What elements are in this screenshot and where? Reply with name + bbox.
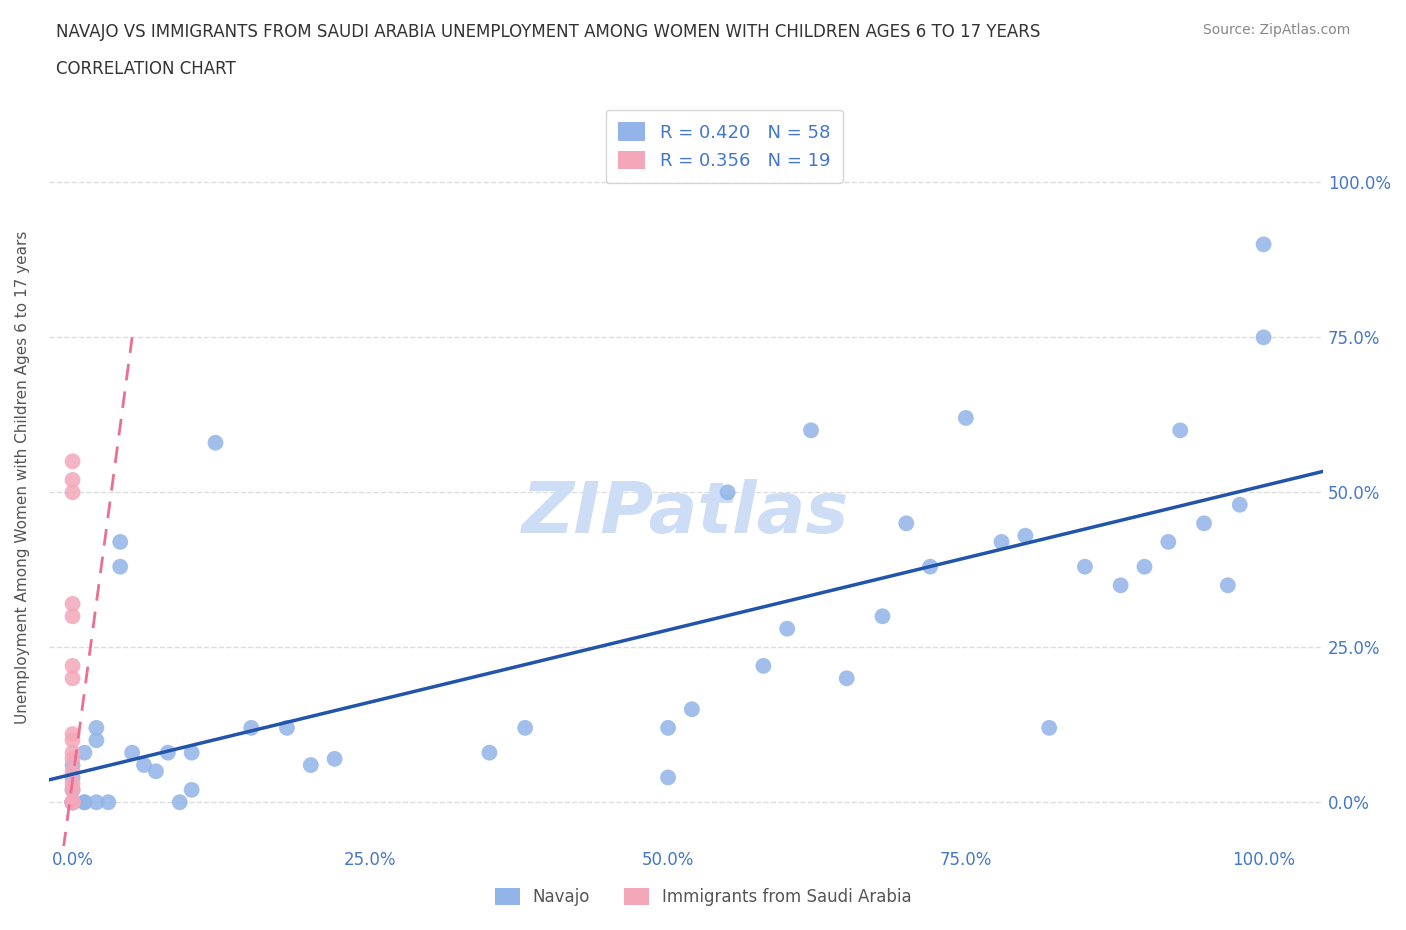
- Point: [800, 423, 823, 438]
- Point: [1014, 528, 1036, 543]
- Point: [86, 733, 108, 748]
- Point: [62, 758, 84, 773]
- Point: [657, 721, 679, 736]
- Point: [896, 516, 918, 531]
- Text: ZIPatlas: ZIPatlas: [522, 479, 849, 548]
- Point: [62, 485, 84, 499]
- Point: [108, 559, 131, 574]
- Point: [62, 472, 84, 487]
- Point: [717, 485, 740, 499]
- Point: [132, 758, 155, 773]
- Point: [73, 795, 96, 810]
- Point: [752, 658, 775, 673]
- Point: [1229, 498, 1251, 512]
- Point: [62, 795, 84, 810]
- Point: [681, 702, 703, 717]
- Point: [1192, 516, 1215, 531]
- Point: [1038, 721, 1060, 736]
- Point: [1133, 559, 1156, 574]
- Point: [108, 535, 131, 550]
- Point: [62, 671, 84, 685]
- Point: [62, 658, 84, 673]
- Point: [920, 559, 942, 574]
- Point: [240, 721, 263, 736]
- Point: [62, 777, 84, 791]
- Y-axis label: Unemployment Among Women with Children Ages 6 to 17 years: Unemployment Among Women with Children A…: [15, 230, 30, 724]
- Point: [204, 435, 226, 450]
- Point: [835, 671, 858, 685]
- Point: [276, 721, 298, 736]
- Point: [97, 795, 120, 810]
- Text: NAVAJO VS IMMIGRANTS FROM SAUDI ARABIA UNEMPLOYMENT AMONG WOMEN WITH CHILDREN AG: NAVAJO VS IMMIGRANTS FROM SAUDI ARABIA U…: [56, 23, 1040, 41]
- Point: [62, 782, 84, 797]
- Point: [62, 454, 84, 469]
- Point: [62, 795, 84, 810]
- Point: [62, 596, 84, 611]
- Point: [62, 795, 84, 810]
- Point: [1253, 330, 1275, 345]
- Point: [62, 795, 84, 810]
- Point: [1074, 559, 1097, 574]
- Point: [62, 764, 84, 778]
- Point: [121, 745, 143, 760]
- Point: [62, 745, 84, 760]
- Point: [73, 745, 96, 760]
- Point: [156, 745, 179, 760]
- Point: [62, 726, 84, 741]
- Text: CORRELATION CHART: CORRELATION CHART: [56, 60, 236, 78]
- Point: [1109, 578, 1132, 592]
- Point: [62, 733, 84, 748]
- Point: [62, 751, 84, 766]
- Point: [515, 721, 537, 736]
- Point: [62, 795, 84, 810]
- Point: [180, 745, 202, 760]
- Point: [478, 745, 501, 760]
- Point: [62, 795, 84, 810]
- Point: [169, 795, 191, 810]
- Legend: Navajo, Immigrants from Saudi Arabia: Navajo, Immigrants from Saudi Arabia: [488, 881, 918, 912]
- Point: [872, 609, 894, 624]
- Point: [62, 795, 84, 810]
- Point: [86, 795, 108, 810]
- Point: [86, 721, 108, 736]
- Point: [1216, 578, 1239, 592]
- Point: [62, 782, 84, 797]
- Point: [62, 795, 84, 810]
- Point: [62, 770, 84, 785]
- Point: [62, 795, 84, 810]
- Point: [299, 758, 322, 773]
- Point: [62, 795, 84, 810]
- Point: [62, 795, 84, 810]
- Point: [323, 751, 346, 766]
- Point: [73, 795, 96, 810]
- Point: [1157, 535, 1180, 550]
- Point: [955, 410, 977, 425]
- Point: [776, 621, 799, 636]
- Point: [1253, 237, 1275, 252]
- Point: [990, 535, 1012, 550]
- Point: [657, 770, 679, 785]
- Point: [145, 764, 167, 778]
- Text: Source: ZipAtlas.com: Source: ZipAtlas.com: [1202, 23, 1350, 37]
- Point: [62, 609, 84, 624]
- Point: [1168, 423, 1191, 438]
- Point: [180, 782, 202, 797]
- Point: [62, 795, 84, 810]
- Legend: R = 0.420   N = 58, R = 0.356   N = 19: R = 0.420 N = 58, R = 0.356 N = 19: [606, 110, 842, 182]
